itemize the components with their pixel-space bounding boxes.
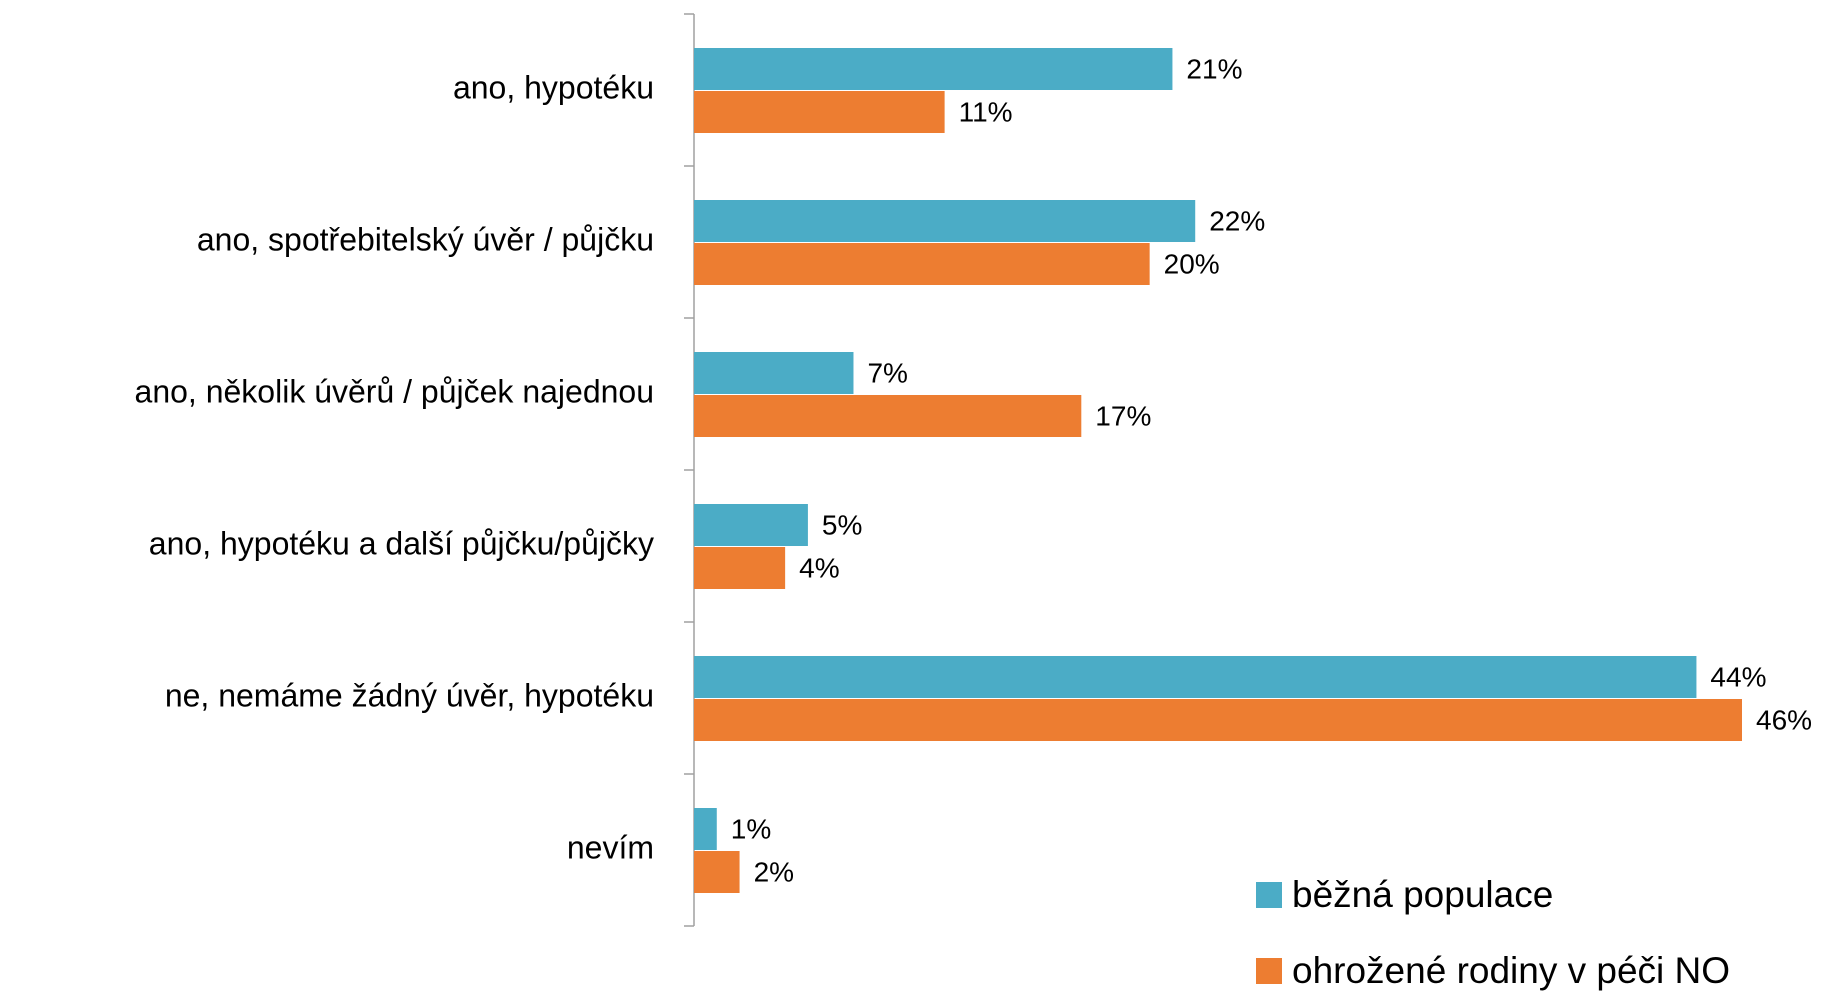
legend-label: ohrožené rodiny v péči NO xyxy=(1292,950,1730,991)
value-label: 1% xyxy=(731,813,771,844)
y-tick-label: ano, několik úvěrů / půjček najednou xyxy=(135,373,654,409)
bar xyxy=(694,395,1082,437)
value-label: 5% xyxy=(822,509,862,540)
value-label: 2% xyxy=(754,856,794,887)
value-label: 20% xyxy=(1164,248,1220,279)
bar xyxy=(694,352,854,394)
bar xyxy=(694,91,945,133)
value-label: 22% xyxy=(1209,205,1265,236)
bar xyxy=(694,547,786,589)
value-label: 44% xyxy=(1710,661,1766,692)
y-tick-label: ano, hypotéku xyxy=(453,69,654,105)
value-label: 17% xyxy=(1095,400,1151,431)
legend-swatch xyxy=(1256,882,1282,908)
value-label: 11% xyxy=(959,96,1013,127)
value-label: 21% xyxy=(1186,53,1242,84)
y-tick-label: ano, hypotéku a další půjčku/půjčky xyxy=(149,525,654,561)
legend-swatch xyxy=(1256,958,1282,984)
bar xyxy=(694,243,1150,285)
bar xyxy=(694,504,808,546)
y-tick-label: ano, spotřebitelský úvěr / půjčku xyxy=(197,221,654,257)
value-label: 4% xyxy=(799,552,839,583)
bar xyxy=(694,48,1173,90)
bar xyxy=(694,200,1196,242)
value-label: 46% xyxy=(1756,704,1812,735)
value-label: 7% xyxy=(867,357,907,388)
bar xyxy=(694,699,1742,741)
y-tick-label: nevím xyxy=(567,829,654,865)
y-tick-label: ne, nemáme žádný úvěr, hypotéku xyxy=(165,677,654,713)
bar xyxy=(694,808,717,850)
bar xyxy=(694,656,1697,698)
legend-label: běžná populace xyxy=(1292,874,1553,915)
bar xyxy=(694,851,740,893)
